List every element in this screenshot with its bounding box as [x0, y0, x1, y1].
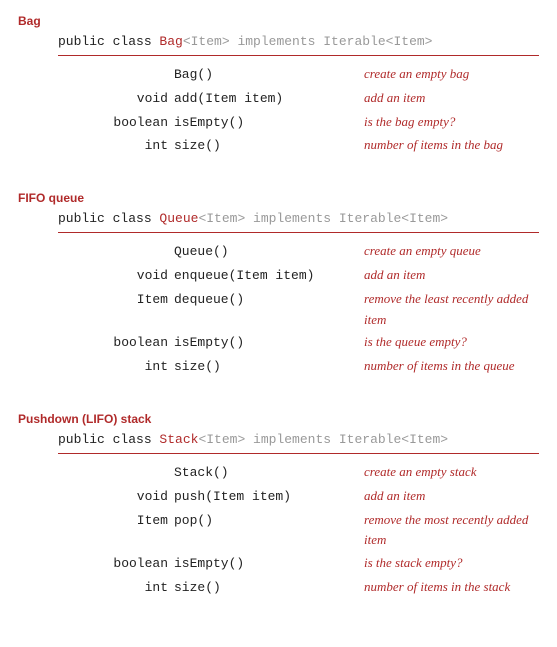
- section-title: FIFO queue: [18, 191, 539, 205]
- method-description: add an item: [364, 265, 539, 286]
- decl-prefix: public class: [58, 432, 159, 447]
- method-row: Itemdequeue()remove the least recently a…: [18, 289, 539, 331]
- decl-implements: implements Iterable<Item>: [245, 432, 448, 447]
- method-return-type: Item: [18, 511, 174, 532]
- method-row: booleanisEmpty()is the bag empty?: [18, 112, 539, 134]
- decl-class-name: Bag: [159, 34, 182, 49]
- method-row: voidpush(Item item)add an item: [18, 486, 539, 508]
- method-return-type: int: [18, 136, 174, 157]
- method-signature: Queue(): [174, 242, 364, 263]
- method-signature: pop(): [174, 511, 364, 532]
- method-description: number of items in the bag: [364, 135, 539, 156]
- method-signature: Bag(): [174, 65, 364, 86]
- method-signature: enqueue(Item item): [174, 266, 364, 287]
- method-signature: isEmpty(): [174, 554, 364, 575]
- method-signature: size(): [174, 357, 364, 378]
- section-title: Pushdown (LIFO) stack: [18, 412, 539, 426]
- method-description: remove the least recently added item: [364, 289, 539, 331]
- method-return-type: boolean: [18, 113, 174, 134]
- method-description: is the bag empty?: [364, 112, 539, 133]
- decl-generic: <Item>: [198, 211, 245, 226]
- decl-prefix: public class: [58, 211, 159, 226]
- method-row: Stack()create an empty stack: [18, 462, 539, 484]
- method-description: remove the most recently added item: [364, 510, 539, 552]
- method-signature: dequeue(): [174, 290, 364, 311]
- decl-class-name: Queue: [159, 211, 198, 226]
- section-divider: [58, 55, 539, 56]
- method-signature: size(): [174, 136, 364, 157]
- method-row: Itempop()remove the most recently added …: [18, 510, 539, 552]
- method-signature: Stack(): [174, 463, 364, 484]
- decl-implements: implements Iterable<Item>: [245, 211, 448, 226]
- method-return-type: void: [18, 89, 174, 110]
- section-divider: [58, 232, 539, 233]
- method-row: booleanisEmpty()is the queue empty?: [18, 332, 539, 354]
- method-signature: add(Item item): [174, 89, 364, 110]
- method-return-type: void: [18, 487, 174, 508]
- method-description: number of items in the stack: [364, 577, 539, 598]
- decl-generic: <Item>: [198, 432, 245, 447]
- method-description: create an empty queue: [364, 241, 539, 262]
- class-declaration: public class Stack<Item> implements Iter…: [58, 432, 539, 449]
- method-row: voidenqueue(Item item)add an item: [18, 265, 539, 287]
- method-return-type: int: [18, 357, 174, 378]
- decl-class-name: Stack: [159, 432, 198, 447]
- method-row: Bag()create an empty bag: [18, 64, 539, 86]
- method-description: number of items in the queue: [364, 356, 539, 377]
- decl-prefix: public class: [58, 34, 159, 49]
- decl-generic: <Item>: [183, 34, 230, 49]
- method-return-type: boolean: [18, 554, 174, 575]
- section-title: Bag: [18, 14, 539, 28]
- method-description: create an empty bag: [364, 64, 539, 85]
- method-return-type: Item: [18, 290, 174, 311]
- api-section: Bagpublic class Bag<Item> implements Ite…: [18, 14, 539, 157]
- method-signature: isEmpty(): [174, 113, 364, 134]
- method-row: voidadd(Item item)add an item: [18, 88, 539, 110]
- api-listing: Bagpublic class Bag<Item> implements Ite…: [18, 14, 539, 599]
- method-row: intsize()number of items in the stack: [18, 577, 539, 599]
- method-description: create an empty stack: [364, 462, 539, 483]
- method-description: add an item: [364, 486, 539, 507]
- api-section: FIFO queue public class Queue<Item> imple…: [18, 191, 539, 378]
- method-description: is the stack empty?: [364, 553, 539, 574]
- class-declaration: public class Bag<Item> implements Iterab…: [58, 34, 539, 51]
- decl-implements: implements Iterable<Item>: [230, 34, 433, 49]
- method-row: Queue()create an empty queue: [18, 241, 539, 263]
- method-row: intsize()number of items in the bag: [18, 135, 539, 157]
- section-divider: [58, 453, 539, 454]
- method-signature: isEmpty(): [174, 333, 364, 354]
- method-return-type: int: [18, 578, 174, 599]
- method-return-type: boolean: [18, 333, 174, 354]
- class-declaration: public class Queue<Item> implements Iter…: [58, 211, 539, 228]
- method-description: add an item: [364, 88, 539, 109]
- method-description: is the queue empty?: [364, 332, 539, 353]
- method-return-type: void: [18, 266, 174, 287]
- method-row: booleanisEmpty()is the stack empty?: [18, 553, 539, 575]
- method-row: intsize()number of items in the queue: [18, 356, 539, 378]
- api-section: Pushdown (LIFO) stack public class Stack<…: [18, 412, 539, 599]
- method-signature: size(): [174, 578, 364, 599]
- method-signature: push(Item item): [174, 487, 364, 508]
